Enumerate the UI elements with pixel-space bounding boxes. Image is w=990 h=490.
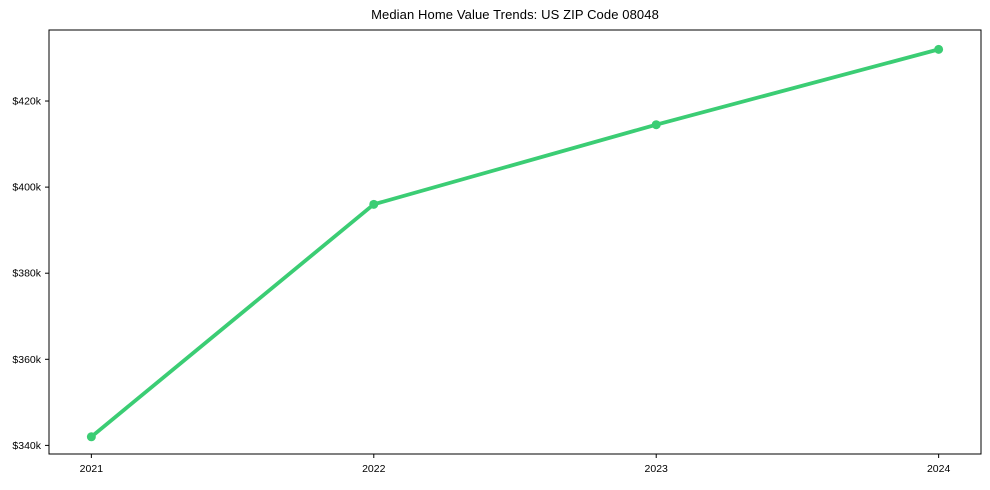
y-tick-label: $340k bbox=[12, 440, 41, 452]
data-point-marker bbox=[651, 120, 661, 130]
data-point-marker bbox=[369, 199, 379, 209]
y-tick-label: $420k bbox=[12, 96, 41, 108]
x-tick-label: 2022 bbox=[362, 463, 386, 475]
plot-border bbox=[48, 29, 982, 455]
chart-title: Median Home Value Trends: US ZIP Code 08… bbox=[371, 7, 659, 22]
x-tick-label: 2024 bbox=[927, 463, 951, 475]
data-point-marker bbox=[86, 432, 96, 442]
y-tick-label: $360k bbox=[12, 354, 41, 366]
x-tick-label: 2023 bbox=[645, 463, 669, 475]
y-tick-label: $380k bbox=[12, 268, 41, 280]
data-point-marker bbox=[934, 44, 944, 54]
y-tick-label: $400k bbox=[12, 182, 41, 194]
x-tick-label: 2021 bbox=[80, 463, 104, 475]
trend-line bbox=[89, 47, 941, 439]
